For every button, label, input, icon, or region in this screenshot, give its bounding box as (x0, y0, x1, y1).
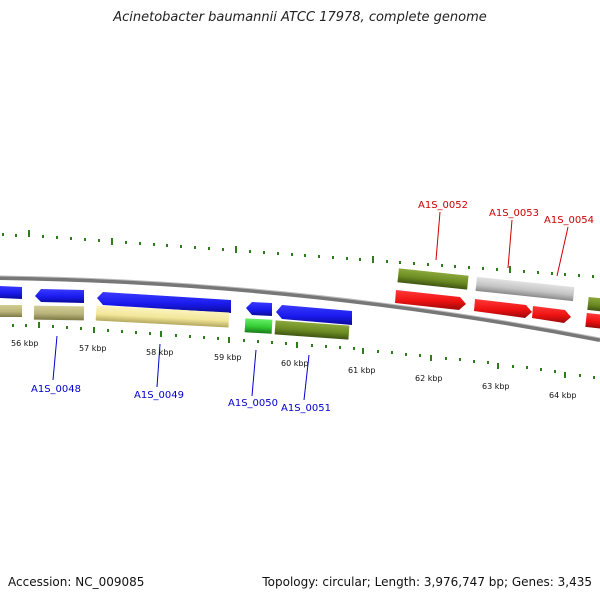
reverse-strand-features (0, 286, 352, 340)
gene-label-a1s-0050[interactable]: A1S_0050 (228, 398, 278, 409)
forward-strand-features (395, 268, 600, 330)
feature-pale-yellow-1[interactable] (95, 305, 230, 328)
feature-red-4[interactable] (585, 312, 600, 330)
feature-olive-3[interactable] (274, 320, 350, 340)
genome-backbone (0, 276, 600, 342)
feature-blue-4[interactable] (246, 302, 272, 316)
kbp-label: 61 kbp (348, 366, 376, 375)
gene-labels-top: A1S_0052 A1S_0053 A1S_0054 (418, 200, 594, 277)
feature-red-3[interactable] (532, 306, 571, 323)
gene-label-a1s-0051[interactable]: A1S_0051 (281, 403, 331, 414)
feature-red-2[interactable] (474, 299, 532, 318)
feature-red-1[interactable] (395, 290, 466, 310)
kbp-label: 63 kbp (482, 382, 510, 391)
kbp-label: 60 kbp (281, 359, 309, 368)
feature-olive-2[interactable] (587, 296, 600, 313)
lower-tick-track (12, 322, 595, 379)
feature-green-1[interactable] (244, 318, 273, 334)
map-title: Acinetobacter baumannii ATCC 17978, comp… (113, 10, 487, 25)
feature-grey-1[interactable] (475, 276, 575, 302)
gene-label-a1s-0052[interactable]: A1S_0052 (418, 200, 468, 211)
kbp-labels: 56 kbp 57 kbp 58 kbp 59 kbp 60 kbp 61 kb… (11, 339, 577, 400)
genome-summary-text: Topology: circular; Length: 3,976,747 bp… (262, 575, 592, 589)
gene-label-a1s-0048[interactable]: A1S_0048 (31, 384, 81, 395)
feature-khaki-1[interactable] (0, 305, 22, 317)
kbp-label: 62 kbp (415, 374, 443, 383)
kbp-label: 64 kbp (549, 391, 577, 400)
gene-label-a1s-0053[interactable]: A1S_0053 (489, 208, 539, 219)
accession-text: Accession: NC_009085 (8, 575, 145, 589)
upper-tick-track (2, 230, 594, 278)
feature-blue-1[interactable] (0, 286, 22, 299)
kbp-label: 57 kbp (79, 344, 107, 353)
feature-olive-1[interactable] (397, 268, 469, 290)
feature-blue-5[interactable] (276, 305, 352, 325)
gene-label-a1s-0054[interactable]: A1S_0054 (544, 215, 594, 226)
feature-khaki-2[interactable] (33, 305, 85, 321)
feature-blue-3[interactable] (97, 292, 231, 313)
kbp-label: 56 kbp (11, 339, 39, 348)
gene-label-a1s-0049[interactable]: A1S_0049 (134, 390, 184, 401)
feature-blue-2[interactable] (35, 289, 84, 303)
gene-labels-bottom: A1S_0048 A1S_0049 A1S_0050 A1S_0051 (31, 335, 331, 414)
kbp-label: 59 kbp (214, 353, 242, 362)
